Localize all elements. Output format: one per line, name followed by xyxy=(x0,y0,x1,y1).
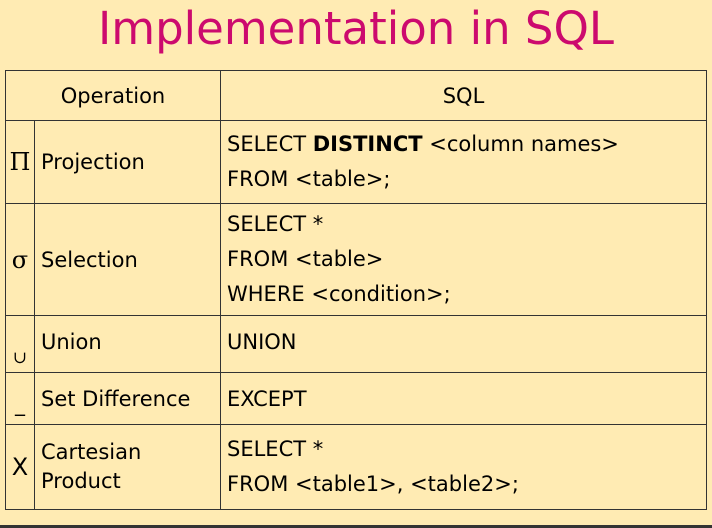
union-symbol: ∪ xyxy=(5,315,35,373)
operation-name: Union xyxy=(34,315,221,373)
operation-name: Set Difference xyxy=(34,372,221,425)
sql-line: FROM <table1>, <table2>; xyxy=(227,472,519,496)
cartesian-symbol: X xyxy=(5,424,35,510)
projection-symbol: Π xyxy=(5,120,35,204)
sql-operations-table: Operation SQL Π Projection SELECT DISTIN… xyxy=(5,70,707,510)
sql-cell: SELECT * FROM <table1>, <table2>; xyxy=(220,424,707,510)
sql-cell: UNION xyxy=(220,315,707,373)
selection-symbol: σ xyxy=(5,203,35,316)
table-row: Π Projection SELECT DISTINCT <column nam… xyxy=(5,120,707,204)
slide-title: Implementation in SQL xyxy=(97,2,614,55)
sql-line: SELECT DISTINCT <column names> xyxy=(227,127,700,162)
table-header-row: Operation SQL xyxy=(5,70,707,121)
bottom-border xyxy=(0,525,712,528)
table-row: ∪ Union UNION xyxy=(5,315,707,373)
sql-line: SELECT * xyxy=(227,437,324,461)
header-operation: Operation xyxy=(5,70,221,121)
header-sql: SQL xyxy=(220,70,707,121)
operation-name: Projection xyxy=(34,120,221,204)
difference-symbol: _ xyxy=(5,372,35,425)
operation-name: Selection xyxy=(34,203,221,316)
sql-cell: SELECT * FROM <table> WHERE <condition>; xyxy=(220,203,707,316)
table-row: X Cartesian Product SELECT * FROM <table… xyxy=(5,424,707,510)
operation-name: Cartesian Product xyxy=(34,424,221,510)
sql-line: WHERE <condition>; xyxy=(227,282,451,306)
table-row: _ Set Difference EXCEPT xyxy=(5,372,707,425)
sql-cell: SELECT DISTINCT <column names> FROM <tab… xyxy=(220,120,707,204)
sql-cell: EXCEPT xyxy=(220,372,707,425)
table-row: σ Selection SELECT * FROM <table> WHERE … xyxy=(5,203,707,316)
sql-text: <column names> xyxy=(422,132,619,156)
sql-line: FROM <table> xyxy=(227,247,384,271)
sql-line: SELECT * xyxy=(227,212,324,236)
sql-keyword-bold: DISTINCT xyxy=(312,132,423,156)
sql-line: FROM <table>; xyxy=(227,167,391,191)
sql-text: SELECT xyxy=(227,132,313,156)
